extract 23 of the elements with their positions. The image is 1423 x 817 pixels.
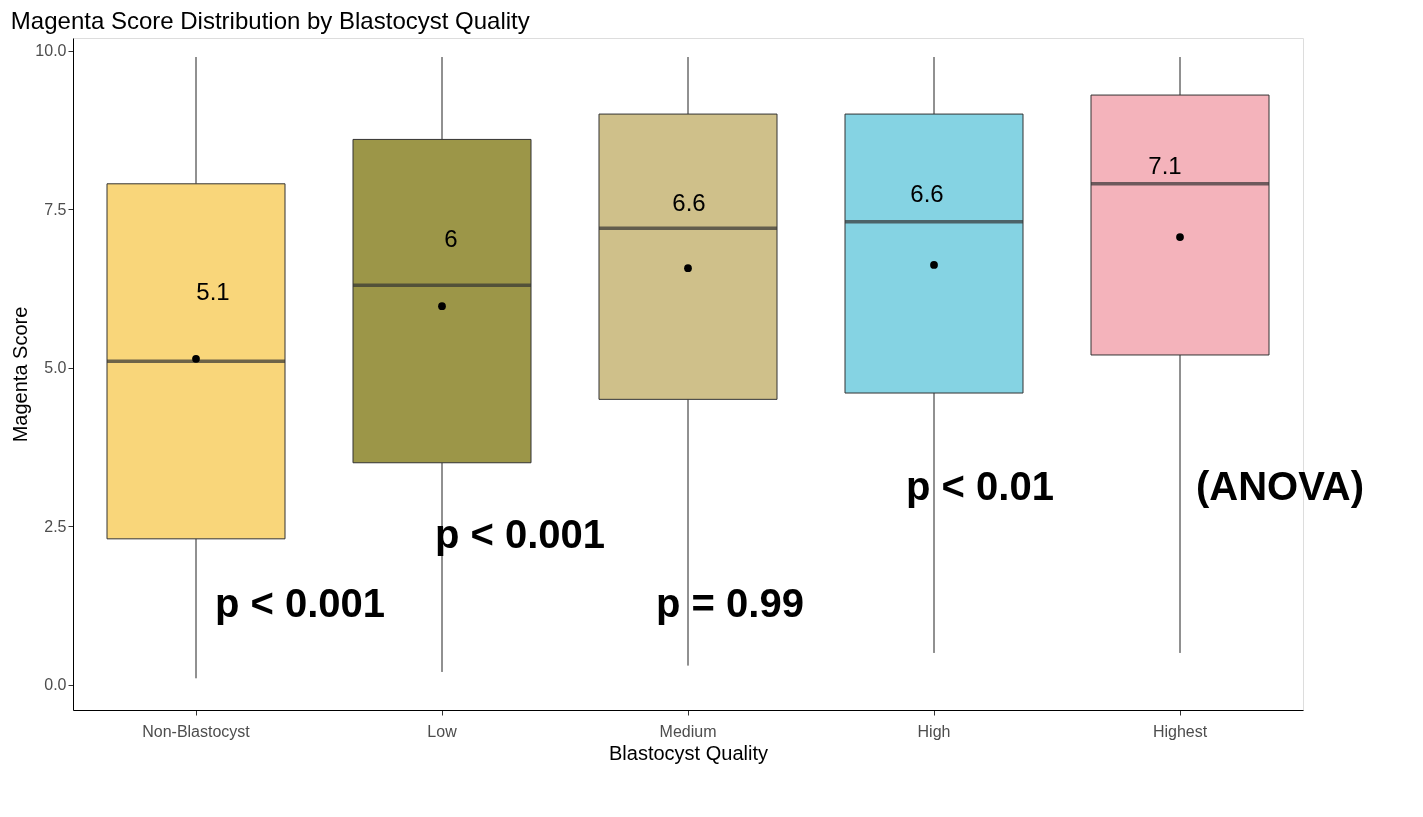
y-axis-title: Magenta Score bbox=[9, 306, 32, 443]
annotation: (ANOVA) bbox=[1195, 464, 1365, 508]
annotation: 6.6 bbox=[672, 189, 706, 216]
annotation: 6 bbox=[444, 225, 458, 252]
x-tick-label: Low bbox=[427, 722, 458, 740]
x-tick-label: Medium bbox=[659, 722, 717, 740]
annotation: p < 0.001 bbox=[434, 512, 606, 556]
chart-title: Magenta Score Distribution by Blastocyst Quality bbox=[10, 7, 530, 34]
annotation: 7.1 bbox=[1148, 152, 1182, 179]
annotation: 5.1 bbox=[196, 278, 230, 305]
annotation: p = 0.99 bbox=[656, 581, 804, 625]
y-tick-label: 2.5 bbox=[44, 517, 67, 535]
annotation: p < 0.01 bbox=[906, 464, 1054, 508]
y-tick-label: 5.0 bbox=[44, 359, 67, 377]
y-tick-label: 10.0 bbox=[35, 42, 67, 60]
annotation: 6.6 bbox=[910, 180, 944, 207]
x-tick-label: Highest bbox=[1152, 722, 1208, 740]
y-tick-label: 0.0 bbox=[44, 676, 67, 694]
x-axis-title: Blastocyst Quality bbox=[609, 741, 768, 764]
annotation: p < 0.001 bbox=[214, 581, 386, 625]
x-tick-label: High bbox=[917, 722, 951, 740]
y-tick-label: 7.5 bbox=[44, 200, 67, 218]
x-tick-label: Non-Blastocyst bbox=[142, 722, 251, 740]
